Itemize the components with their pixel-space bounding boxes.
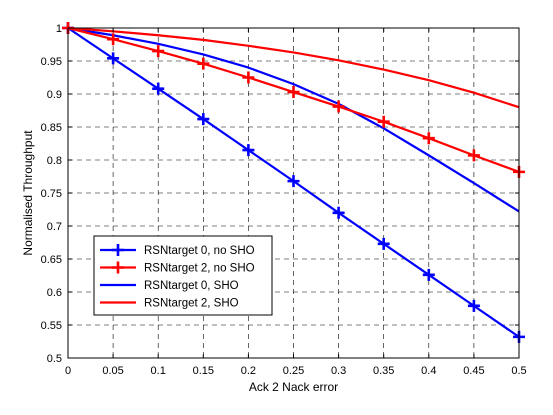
data-point-marker <box>422 268 435 281</box>
y-axis-label: Normalised Throughput <box>21 130 35 256</box>
y-tick-label: 0.95 <box>41 56 62 68</box>
series-3 <box>67 26 520 213</box>
data-point-marker <box>107 52 120 65</box>
x-tick-label: 0.25 <box>283 365 304 377</box>
legend-label: RSNtarget 2, no SHO <box>144 263 255 275</box>
series-line <box>67 26 520 213</box>
data-point-marker <box>377 115 390 128</box>
data-point-marker <box>152 82 165 95</box>
data-point-marker <box>467 149 480 162</box>
legend-label: RSNtarget 0, no SHO <box>144 245 255 257</box>
y-tick-label: 0.7 <box>47 221 62 233</box>
data-point-marker <box>197 57 210 70</box>
data-point-marker <box>152 45 165 58</box>
y-tick-label: 0.6 <box>47 287 62 299</box>
series-layer <box>62 22 525 343</box>
data-point-marker <box>107 33 120 46</box>
legend-label: RSNtarget 0, SHO <box>144 280 239 292</box>
data-point-marker <box>332 206 345 219</box>
x-tick-label: 0.1 <box>151 365 166 377</box>
y-tick-label: 0.85 <box>41 122 62 134</box>
data-point-marker <box>242 144 255 157</box>
x-tick-label: 0.2 <box>241 365 256 377</box>
x-tick-label: 0.3 <box>331 365 346 377</box>
series-line <box>67 26 520 109</box>
data-point-marker <box>332 100 345 113</box>
legend-entry: RSNtarget 0, no SHO <box>100 244 255 257</box>
x-tick-label: 0.15 <box>193 365 214 377</box>
x-tick-label: 0 <box>65 365 71 377</box>
y-tick-label: 0.55 <box>41 320 62 332</box>
x-tick-label: 0.5 <box>511 365 526 377</box>
x-tick-label: 0.4 <box>421 365 436 377</box>
legend-marker <box>112 261 124 274</box>
y-tick-label: 0.8 <box>47 155 62 167</box>
series-4 <box>67 26 520 109</box>
x-axis-label: Ack 2 Nack error <box>249 380 338 394</box>
data-point-marker <box>242 71 255 84</box>
y-tick-label: 0.9 <box>47 89 62 101</box>
y-tick-label: 0.5 <box>47 353 62 365</box>
x-tick-label: 0.35 <box>373 365 394 377</box>
data-point-marker <box>197 113 210 126</box>
series-1 <box>62 22 525 343</box>
data-point-marker <box>287 175 300 188</box>
y-tick-label: 0.75 <box>41 188 62 200</box>
legend: RSNtarget 0, no SHO RSNtarget 2, no SHO RS… <box>93 235 273 316</box>
legend-marker <box>112 244 124 256</box>
legend-entry: RSNtarget 2, SHO <box>100 298 239 310</box>
data-point-marker <box>287 86 300 99</box>
legend-label: RSNtarget 2, SHO <box>144 298 239 310</box>
legend-entry: RSNtarget 2, no SHO <box>100 261 255 275</box>
data-point-marker <box>377 237 390 250</box>
axis-ticks: 0 0.05 0.1 0.15 0.2 0.25 0.3 0.35 0.4 0.45 0.5 0.5 0… <box>41 23 527 377</box>
data-point-marker <box>422 132 435 145</box>
legend-entry: RSNtarget 0, SHO <box>100 280 239 292</box>
x-tick-label: 0.05 <box>102 365 123 377</box>
y-tick-label: 0.65 <box>41 254 62 266</box>
y-tick-label: 1 <box>56 23 62 35</box>
data-point-marker <box>467 299 480 312</box>
x-tick-label: 0.45 <box>463 365 484 377</box>
